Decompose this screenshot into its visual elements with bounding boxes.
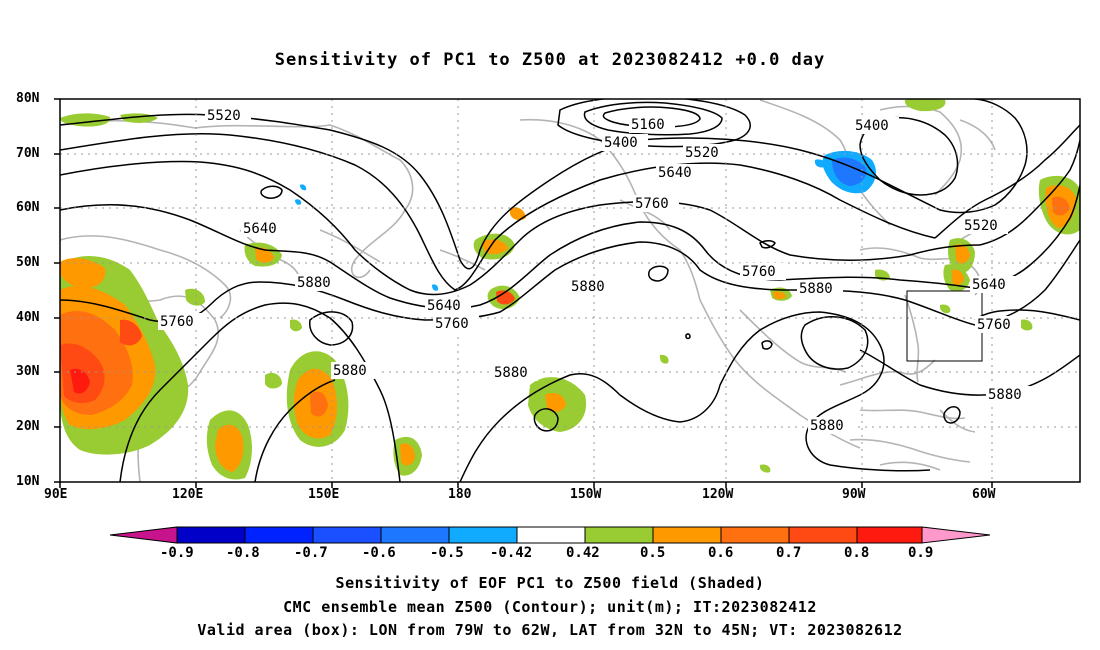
contour-label: 5400: [855, 118, 889, 134]
colorbar-label: -0.7: [294, 545, 328, 561]
contour-labels: 5520 5160 5400 5400 5520 5640 5760 5520 …: [158, 107, 1032, 434]
contour-label: 5760: [742, 264, 776, 280]
colorbar-bin: [448, 526, 518, 544]
contour-label: 5160: [631, 117, 665, 133]
colorbar-label: 0.8: [844, 545, 870, 561]
lon-label: 150E: [308, 487, 340, 502]
colorbar: [109, 526, 991, 544]
contour-label: 5520: [685, 145, 719, 161]
positive-sensitivity-shading: [60, 99, 1080, 480]
colorbar-bin: [176, 526, 246, 544]
colorbar-bin: [516, 526, 586, 544]
contour-label: 5400: [604, 135, 638, 151]
contour-label: 5760: [435, 316, 469, 332]
lon-label: 120E: [172, 487, 204, 502]
colorbar-label: -0.9: [160, 545, 194, 561]
map-title: Sensitivity of PC1 to Z500 at 2023082412…: [274, 50, 826, 70]
axis-ticks: [54, 98, 993, 488]
contour-label: 5880: [988, 387, 1022, 403]
lon-label: 120W: [702, 487, 734, 502]
colorbar-label: 0.7: [776, 545, 802, 561]
lat-label: 50N: [16, 255, 40, 270]
colorbar-label: -0.42: [490, 545, 533, 561]
lat-label: 30N: [16, 364, 40, 379]
contour-label: 5880: [297, 275, 331, 291]
lon-label: 60W: [972, 487, 996, 502]
colorbar-bin: [856, 526, 923, 544]
lat-label: 80N: [16, 91, 40, 106]
caption-contour: CMC ensemble mean Z500 (Contour); unit(m…: [283, 598, 817, 616]
contour-label: 5880: [810, 418, 844, 434]
contour-label: 5640: [427, 298, 461, 314]
contour-label: 5640: [243, 221, 277, 237]
negative-sensitivity-shading: [295, 150, 876, 291]
contour-label: 5640: [658, 165, 692, 181]
contour-label: 5520: [207, 108, 241, 124]
contour-label: 5880: [333, 363, 367, 379]
colorbar-bin: [312, 526, 382, 544]
contour-label: 5880: [571, 279, 605, 295]
colorbar-label: -0.6: [362, 545, 396, 561]
contour-label: 5760: [977, 317, 1011, 333]
caption-valid-area: Valid area (box): LON from 79W to 62W, L…: [197, 621, 903, 639]
contour-label: 5760: [160, 314, 194, 330]
lat-label: 60N: [16, 200, 40, 215]
lat-label: 40N: [16, 310, 40, 325]
colorbar-bin: [584, 526, 654, 544]
colorbar-label: 0.6: [708, 545, 734, 561]
contour-label: 5640: [972, 277, 1006, 293]
caption-shaded: Sensitivity of EOF PC1 to Z500 field (Sh…: [335, 574, 765, 592]
colorbar-label: 0.9: [908, 545, 934, 561]
lat-label: 20N: [16, 419, 40, 434]
colorbar-label: -0.5: [430, 545, 464, 561]
colorbar-bin: [244, 526, 314, 544]
colorbar-bin: [720, 526, 790, 544]
contour-label: 5880: [494, 365, 528, 381]
lon-label: 180: [448, 487, 472, 502]
contour-label: 5520: [964, 218, 998, 234]
colorbar-high-arrow: [921, 526, 991, 544]
lat-label: 70N: [16, 146, 40, 161]
colorbar-label: 0.42: [566, 545, 600, 561]
plot-frame: [59, 98, 1081, 483]
lon-label: 150W: [570, 487, 602, 502]
lat-label: 10N: [16, 474, 40, 489]
lon-label: 90E: [44, 487, 68, 502]
contour-label: 5880: [799, 281, 833, 297]
colorbar-label: -0.8: [226, 545, 260, 561]
colorbar-bin: [380, 526, 450, 544]
colorbar-bin: [652, 526, 722, 544]
lon-label: 90W: [842, 487, 866, 502]
colorbar-bin: [788, 526, 858, 544]
colorbar-low-arrow: [109, 526, 178, 544]
colorbar-label: 0.5: [640, 545, 666, 561]
contour-label: 5760: [635, 196, 669, 212]
